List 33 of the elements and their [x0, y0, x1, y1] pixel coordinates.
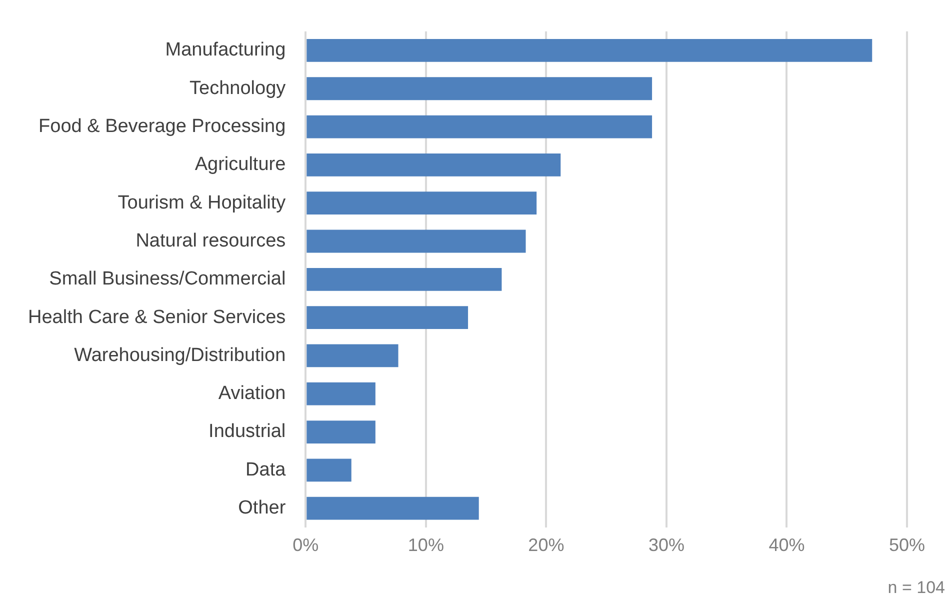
bar	[306, 496, 479, 520]
bar	[306, 420, 376, 444]
bar	[306, 306, 468, 329]
y-tick-label: Data	[246, 459, 286, 480]
bar	[306, 153, 561, 176]
y-tick-label: Manufacturing	[165, 40, 286, 61]
x-tick-label: 0%	[292, 535, 319, 556]
bar	[306, 268, 502, 291]
y-tick-label: Tourism & Hopitality	[118, 192, 286, 214]
y-tick-label: Natural resources	[136, 230, 286, 252]
y-tick-label: Aviation	[218, 383, 286, 404]
x-tick-label: 40%	[768, 535, 805, 556]
bar	[306, 382, 376, 406]
y-tick-label: Small Business/Commercial	[49, 268, 286, 290]
y-tick-label: Warehousing/Distribution	[74, 344, 286, 366]
text: n = 104	[888, 578, 945, 598]
x-tick-label: 50%	[888, 535, 926, 556]
bar	[306, 115, 652, 138]
y-tick-label: Industrial	[208, 421, 286, 442]
bar	[306, 344, 398, 368]
bar	[306, 192, 537, 215]
bar	[306, 39, 872, 62]
y-tick-label: Other	[238, 498, 286, 519]
x-tick-label: 20%	[528, 535, 564, 556]
x-tick-label: 30%	[648, 535, 684, 556]
bar	[306, 230, 526, 253]
y-tick-label: Technology	[190, 78, 286, 99]
y-tick-label: Agriculture	[194, 154, 286, 176]
bar	[306, 77, 652, 100]
y-tick-label: Food & Beverage Processing	[38, 116, 286, 138]
y-tick-label: Health Care & Senior Services	[28, 306, 286, 328]
x-tick-label: 10%	[408, 535, 444, 556]
bar	[306, 458, 352, 482]
